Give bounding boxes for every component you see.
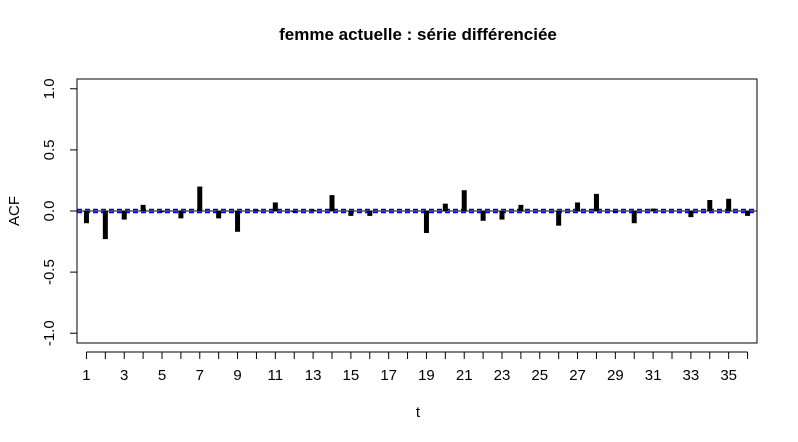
y-tick-label: -1.0 — [41, 320, 58, 346]
x-tick-label: 35 — [720, 367, 737, 384]
acf-bar — [253, 209, 259, 211]
x-tick-label: 25 — [531, 367, 548, 384]
acf-bar — [480, 211, 486, 221]
acf-bar — [367, 211, 373, 216]
y-tick-label: -0.5 — [41, 259, 58, 285]
acf-bar — [688, 211, 694, 218]
acf-bar — [423, 211, 429, 233]
confidence-bounds — [77, 208, 757, 214]
acf-bar — [272, 202, 278, 211]
acf-bar — [612, 211, 618, 213]
y-tick-label: 1.0 — [41, 78, 58, 99]
x-tick-label: 31 — [645, 367, 662, 384]
x-tick-label: 7 — [196, 367, 204, 384]
x-tick-label: 21 — [456, 367, 473, 384]
acf-bar — [291, 211, 297, 213]
y-tick-label: 0.5 — [41, 139, 58, 160]
acf-bar — [140, 204, 146, 211]
y-axis: -1.0 -0.5 0.0 0.5 1.0 — [41, 78, 78, 346]
acf-bar — [310, 209, 316, 211]
acf-bar — [216, 211, 222, 219]
x-tick-label: 13 — [305, 367, 322, 384]
x-tick-label: 5 — [158, 367, 166, 384]
acf-bar — [518, 204, 524, 211]
acf-bar — [745, 211, 751, 216]
acf-bar — [631, 211, 637, 224]
acf-bar — [329, 195, 335, 211]
acf-bar — [102, 211, 108, 240]
x-tick-label: 15 — [343, 367, 360, 384]
acf-bar — [499, 211, 505, 220]
acf-bar — [178, 211, 184, 219]
acf-bar — [556, 211, 562, 226]
x-axis: 1 3 5 7 9 11 13 15 17 19 21 23 25 27 29 31 33 35 — [82, 351, 749, 384]
chart-title: femme actuelle : série différenciée — [279, 25, 557, 44]
acf-bar — [442, 203, 448, 211]
acf-bars — [83, 186, 751, 240]
x-axis-label: t — [416, 404, 421, 421]
x-tick-label: 3 — [120, 367, 128, 384]
x-tick-label: 27 — [569, 367, 586, 384]
y-axis-label: ACF — [6, 196, 23, 226]
acf-bar — [83, 211, 89, 224]
acf-bar — [593, 193, 599, 211]
acf-bar — [405, 210, 411, 212]
x-tick-label: 29 — [607, 367, 624, 384]
x-tick-label: 17 — [380, 367, 397, 384]
acf-bar — [386, 210, 392, 212]
acf-bar — [669, 210, 675, 212]
acf-bar — [348, 211, 354, 216]
acf-bar — [650, 208, 656, 211]
acf-bar — [159, 211, 165, 213]
acf-bar — [121, 211, 127, 220]
x-tick-label: 1 — [82, 367, 90, 384]
x-tick-label: 9 — [233, 367, 241, 384]
acf-bar — [726, 198, 732, 211]
acf-bar — [537, 210, 543, 212]
x-tick-label: 33 — [683, 367, 700, 384]
acf-bar — [235, 211, 241, 232]
acf-bar — [575, 202, 581, 211]
x-tick-label: 23 — [494, 367, 511, 384]
x-tick-label: 11 — [268, 367, 284, 384]
acf-bar — [197, 186, 203, 211]
y-tick-label: 0.0 — [41, 201, 58, 222]
acf-bar — [461, 190, 467, 211]
acf-bar — [707, 200, 713, 211]
x-tick-label: 19 — [418, 367, 435, 384]
